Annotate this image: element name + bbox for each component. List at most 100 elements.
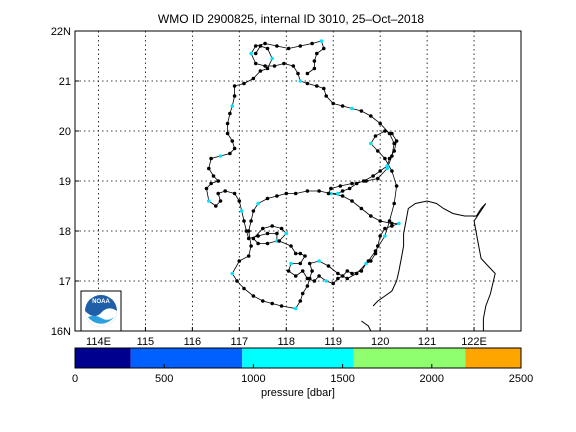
x-tick-label: 119 [324,336,342,348]
track-point [329,186,333,191]
track-point [373,251,378,256]
track-point [242,286,246,291]
track-point [265,231,270,236]
track-point [209,156,213,161]
plot-area [74,30,522,332]
track-point [373,249,378,253]
track-point [293,251,298,256]
track-point [331,281,336,286]
track-point [230,139,235,143]
track-point [317,274,321,278]
track-point [258,44,263,48]
track-point [246,254,251,258]
track-point [305,189,310,193]
track-point [261,299,265,303]
track-point [394,139,399,143]
track-point [347,186,352,191]
colorbar-tick-label: 2000 [420,373,444,385]
track-point [298,44,303,48]
track-point [249,244,253,248]
track-point [218,154,223,158]
track-point [383,226,387,231]
coastline [372,200,496,331]
track-point [253,44,258,48]
y-tick-label: 20 [59,126,71,138]
track-point [359,269,364,273]
track-point [315,51,319,56]
track-point [324,279,329,283]
track-point [359,206,364,211]
track-point [354,271,359,276]
track-point [340,194,345,198]
track-point [385,166,390,171]
x-tick-label: 117 [231,336,249,348]
colorbar-tick-label: 1500 [330,373,354,385]
track-point [209,181,213,186]
track-point [336,191,340,196]
grid [75,30,521,332]
track-point [232,146,237,151]
track-point [364,179,368,183]
colorbar-band [75,348,131,368]
colorbar-band [465,348,521,368]
track-point [373,134,378,138]
track-point [305,81,310,86]
track-point [265,241,270,246]
track-point [263,41,267,46]
track-point [223,189,227,193]
track-point [291,64,296,68]
track-point [282,61,286,66]
track-point [298,79,303,83]
track-point [261,226,265,231]
colorbar-tick-label: 2500 [509,373,533,385]
y-tick-label: 16N [51,326,71,338]
track-point [249,51,253,56]
noaa-logo-icon: NOAA [80,290,122,332]
track-point [284,231,289,236]
track-point [378,234,383,238]
track-point [242,219,246,223]
track-point [286,269,291,273]
float-track-points [204,39,401,311]
colorbar-tick-label: 500 [155,373,173,385]
track-point [300,269,305,273]
track-point [265,196,270,201]
track-point [376,149,380,153]
track-point [392,149,397,153]
track-point [390,169,394,173]
track-point [336,276,340,281]
track-point [359,109,364,113]
track-point [322,86,326,91]
coastline-south [361,320,372,331]
track-point [270,301,275,306]
track-point [340,189,345,193]
track-point [322,46,326,51]
track-point [256,201,260,206]
track-point [232,84,237,88]
track-point [397,221,401,226]
track-point [270,56,275,61]
track-point [207,166,211,171]
track-point [312,279,317,283]
track-point [239,209,244,213]
y-tick-label: 21 [59,76,71,88]
track-point [293,306,298,311]
track-point [293,191,298,196]
x-tick-label: 122E [461,336,487,348]
track-point [284,191,289,196]
track-point [366,259,371,263]
track-point [275,194,279,198]
track-point [390,224,394,228]
colorbar-tick-label: 0 [72,373,78,385]
track-point [279,226,284,231]
track-point [237,199,242,203]
track-point [225,131,230,136]
track-point [376,176,380,181]
colorbar-tick-label: 1000 [241,373,265,385]
track-point [345,276,350,281]
track-point [270,224,275,228]
track-point [378,121,383,126]
track-point [232,191,237,196]
track-point [326,191,331,196]
track-point [392,201,397,206]
